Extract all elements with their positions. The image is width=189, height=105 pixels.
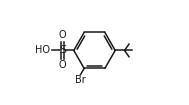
- Text: O: O: [59, 30, 66, 40]
- Text: HO: HO: [36, 45, 50, 55]
- Text: S: S: [59, 45, 66, 55]
- Text: O: O: [59, 60, 66, 70]
- Text: Br: Br: [75, 75, 86, 85]
